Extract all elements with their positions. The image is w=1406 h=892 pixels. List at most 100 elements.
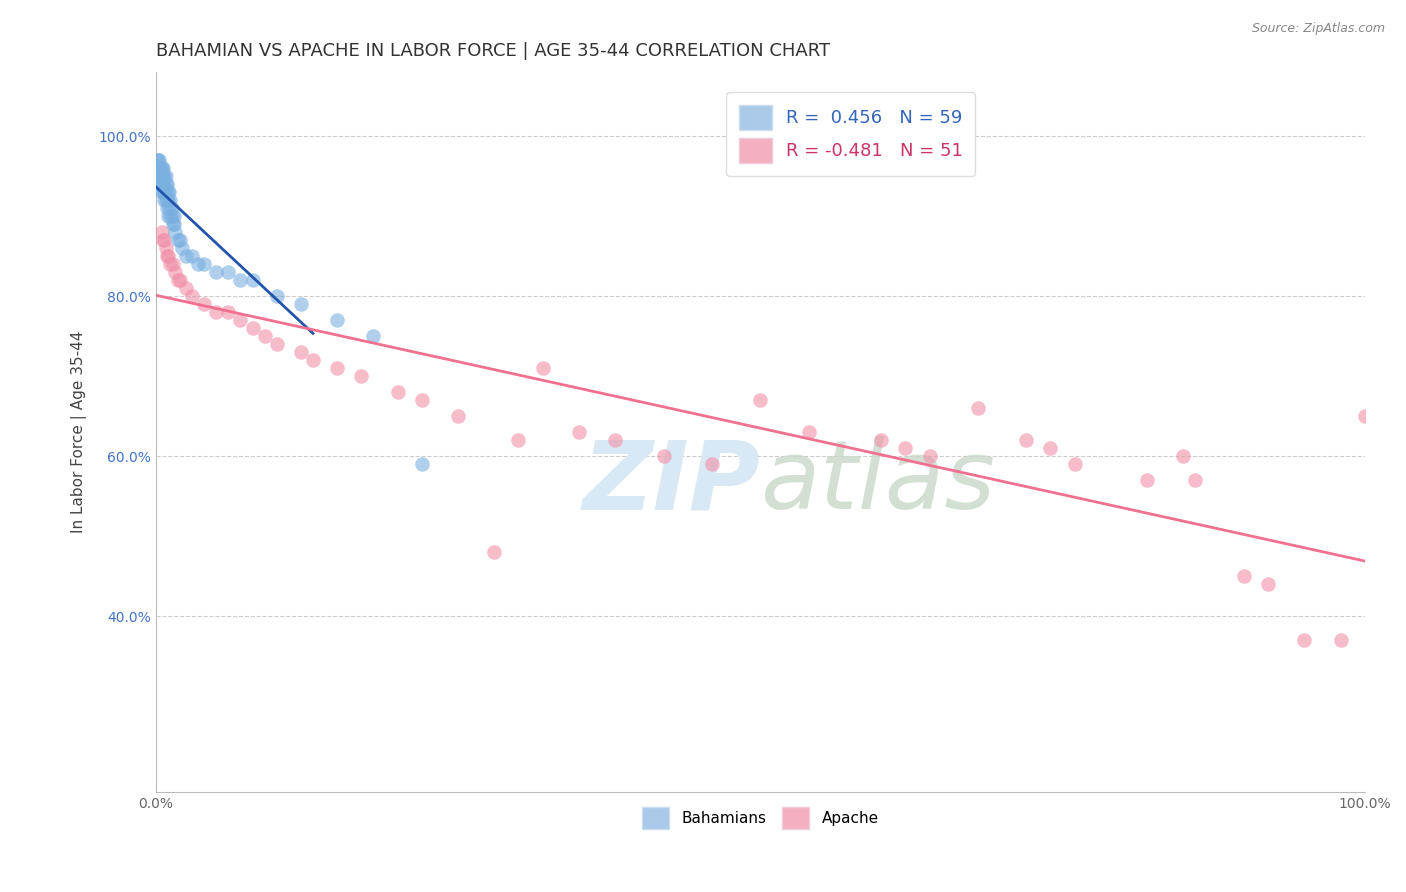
Point bbox=[169, 233, 191, 247]
Point bbox=[1329, 633, 1351, 648]
Point bbox=[700, 457, 723, 471]
Point bbox=[894, 441, 917, 455]
Point bbox=[153, 169, 176, 184]
Point bbox=[749, 393, 772, 408]
Point bbox=[290, 297, 312, 311]
Point bbox=[155, 194, 177, 208]
Point bbox=[568, 425, 591, 440]
Point bbox=[155, 178, 177, 192]
Point bbox=[152, 161, 174, 176]
Point bbox=[174, 281, 197, 295]
Point bbox=[187, 257, 209, 271]
Point bbox=[870, 433, 893, 447]
Point bbox=[242, 273, 264, 287]
Point bbox=[326, 361, 349, 376]
Point bbox=[447, 409, 470, 424]
Point bbox=[148, 169, 170, 184]
Point bbox=[174, 249, 197, 263]
Point bbox=[484, 545, 506, 559]
Point bbox=[148, 161, 170, 176]
Point bbox=[159, 257, 181, 271]
Point bbox=[166, 273, 188, 287]
Point bbox=[1015, 433, 1038, 447]
Point bbox=[153, 186, 176, 200]
Point bbox=[1173, 449, 1195, 463]
Text: atlas: atlas bbox=[761, 436, 995, 529]
Point bbox=[165, 265, 187, 279]
Point bbox=[531, 361, 554, 376]
Point bbox=[350, 369, 373, 384]
Point bbox=[159, 210, 181, 224]
Text: ZIP: ZIP bbox=[582, 436, 761, 529]
Y-axis label: In Labor Force | Age 35-44: In Labor Force | Age 35-44 bbox=[72, 331, 87, 533]
Point bbox=[1294, 633, 1316, 648]
Point bbox=[155, 241, 177, 255]
Point bbox=[163, 217, 186, 231]
Point bbox=[387, 385, 409, 400]
Point bbox=[156, 249, 179, 263]
Point bbox=[156, 194, 179, 208]
Point bbox=[652, 449, 675, 463]
Text: BAHAMIAN VS APACHE IN LABOR FORCE | AGE 35-44 CORRELATION CHART: BAHAMIAN VS APACHE IN LABOR FORCE | AGE … bbox=[156, 42, 830, 60]
Point bbox=[326, 313, 349, 327]
Point bbox=[148, 161, 170, 176]
Point bbox=[266, 289, 288, 303]
Point bbox=[605, 433, 627, 447]
Point bbox=[146, 153, 169, 168]
Point bbox=[155, 186, 177, 200]
Point bbox=[156, 178, 179, 192]
Point bbox=[152, 233, 174, 247]
Point bbox=[1184, 473, 1206, 487]
Point bbox=[797, 425, 820, 440]
Point bbox=[152, 186, 174, 200]
Point bbox=[148, 153, 170, 168]
Point bbox=[966, 401, 988, 416]
Point bbox=[290, 345, 312, 359]
Point bbox=[411, 457, 433, 471]
Point bbox=[160, 210, 183, 224]
Point bbox=[1063, 457, 1085, 471]
Point bbox=[152, 169, 174, 184]
Point bbox=[156, 210, 179, 224]
Point bbox=[229, 273, 252, 287]
Point bbox=[149, 169, 172, 184]
Point bbox=[193, 257, 215, 271]
Legend: Bahamians, Apache: Bahamians, Apache bbox=[636, 801, 884, 835]
Point bbox=[150, 186, 173, 200]
Point bbox=[266, 337, 288, 351]
Point bbox=[156, 186, 179, 200]
Point bbox=[159, 194, 181, 208]
Point bbox=[146, 161, 169, 176]
Point bbox=[150, 225, 173, 239]
Point bbox=[156, 202, 179, 216]
Point bbox=[1257, 577, 1279, 591]
Point bbox=[172, 241, 194, 255]
Point bbox=[162, 217, 184, 231]
Point bbox=[148, 169, 170, 184]
Point bbox=[153, 194, 176, 208]
Point bbox=[181, 249, 204, 263]
Point bbox=[157, 186, 180, 200]
Point bbox=[148, 178, 170, 192]
Point bbox=[242, 321, 264, 335]
Point bbox=[169, 273, 191, 287]
Point bbox=[156, 194, 179, 208]
Point bbox=[918, 449, 941, 463]
Point bbox=[150, 161, 173, 176]
Point bbox=[163, 210, 186, 224]
Point bbox=[205, 305, 228, 319]
Point bbox=[148, 153, 170, 168]
Point bbox=[162, 257, 184, 271]
Point bbox=[229, 313, 252, 327]
Point bbox=[153, 233, 176, 247]
Point bbox=[302, 353, 325, 368]
Point bbox=[155, 169, 177, 184]
Point bbox=[217, 305, 239, 319]
Text: Source: ZipAtlas.com: Source: ZipAtlas.com bbox=[1251, 22, 1385, 36]
Point bbox=[205, 265, 228, 279]
Point bbox=[193, 297, 215, 311]
Point bbox=[1039, 441, 1062, 455]
Point bbox=[217, 265, 239, 279]
Point bbox=[508, 433, 530, 447]
Point bbox=[166, 233, 188, 247]
